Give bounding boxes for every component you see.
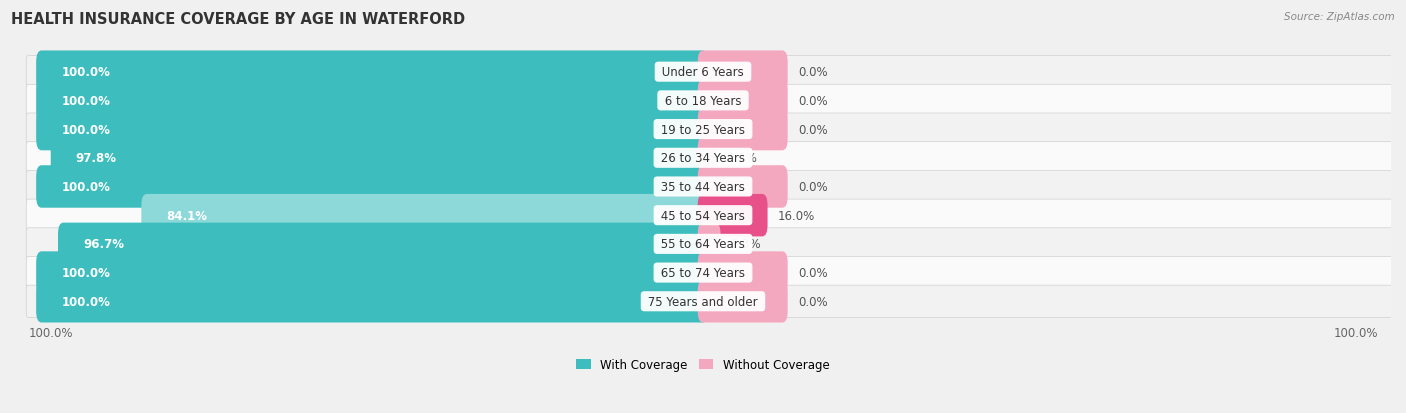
Text: 100.0%: 100.0% xyxy=(62,266,110,279)
Text: 100.0%: 100.0% xyxy=(62,123,110,136)
FancyBboxPatch shape xyxy=(697,280,787,323)
FancyBboxPatch shape xyxy=(697,137,717,180)
Legend: With Coverage, Without Coverage: With Coverage, Without Coverage xyxy=(572,354,834,376)
FancyBboxPatch shape xyxy=(37,166,709,208)
Text: 45 to 54 Years: 45 to 54 Years xyxy=(657,209,749,222)
Text: 100.0%: 100.0% xyxy=(62,66,110,79)
Text: 65 to 74 Years: 65 to 74 Years xyxy=(657,266,749,279)
Text: 96.7%: 96.7% xyxy=(83,238,124,251)
Text: HEALTH INSURANCE COVERAGE BY AGE IN WATERFORD: HEALTH INSURANCE COVERAGE BY AGE IN WATE… xyxy=(11,12,465,27)
Text: 0.0%: 0.0% xyxy=(799,295,828,308)
Text: 55 to 64 Years: 55 to 64 Years xyxy=(657,238,749,251)
FancyBboxPatch shape xyxy=(27,171,1393,203)
Text: 100.0%: 100.0% xyxy=(62,95,110,108)
Text: 75 Years and older: 75 Years and older xyxy=(644,295,762,308)
FancyBboxPatch shape xyxy=(697,252,787,294)
Text: 0.0%: 0.0% xyxy=(799,266,828,279)
Text: 6 to 18 Years: 6 to 18 Years xyxy=(661,95,745,108)
FancyBboxPatch shape xyxy=(27,57,1393,88)
Text: 0.0%: 0.0% xyxy=(799,95,828,108)
Text: 26 to 34 Years: 26 to 34 Years xyxy=(657,152,749,165)
Text: 2.2%: 2.2% xyxy=(727,152,756,165)
Text: 84.1%: 84.1% xyxy=(166,209,208,222)
FancyBboxPatch shape xyxy=(37,280,709,323)
FancyBboxPatch shape xyxy=(697,109,787,151)
FancyBboxPatch shape xyxy=(58,223,709,266)
FancyBboxPatch shape xyxy=(142,195,709,237)
FancyBboxPatch shape xyxy=(697,223,720,266)
FancyBboxPatch shape xyxy=(27,142,1393,174)
FancyBboxPatch shape xyxy=(37,51,709,94)
Text: 100.0%: 100.0% xyxy=(1333,326,1378,339)
Text: 100.0%: 100.0% xyxy=(28,326,73,339)
FancyBboxPatch shape xyxy=(27,114,1393,146)
Text: 97.8%: 97.8% xyxy=(76,152,117,165)
FancyBboxPatch shape xyxy=(27,85,1393,117)
FancyBboxPatch shape xyxy=(697,51,787,94)
Text: 3.3%: 3.3% xyxy=(731,238,761,251)
Text: 0.0%: 0.0% xyxy=(799,123,828,136)
Text: 100.0%: 100.0% xyxy=(62,180,110,194)
Text: 100.0%: 100.0% xyxy=(62,295,110,308)
Text: Under 6 Years: Under 6 Years xyxy=(658,66,748,79)
Text: 35 to 44 Years: 35 to 44 Years xyxy=(657,180,749,194)
FancyBboxPatch shape xyxy=(51,137,709,180)
FancyBboxPatch shape xyxy=(27,228,1393,260)
Text: 19 to 25 Years: 19 to 25 Years xyxy=(657,123,749,136)
FancyBboxPatch shape xyxy=(27,199,1393,232)
FancyBboxPatch shape xyxy=(697,80,787,122)
FancyBboxPatch shape xyxy=(27,285,1393,318)
FancyBboxPatch shape xyxy=(37,109,709,151)
FancyBboxPatch shape xyxy=(37,252,709,294)
FancyBboxPatch shape xyxy=(37,80,709,122)
FancyBboxPatch shape xyxy=(697,195,768,237)
FancyBboxPatch shape xyxy=(27,257,1393,289)
Text: 0.0%: 0.0% xyxy=(799,180,828,194)
Text: 16.0%: 16.0% xyxy=(778,209,815,222)
FancyBboxPatch shape xyxy=(697,166,787,208)
Text: 0.0%: 0.0% xyxy=(799,66,828,79)
Text: Source: ZipAtlas.com: Source: ZipAtlas.com xyxy=(1284,12,1395,22)
